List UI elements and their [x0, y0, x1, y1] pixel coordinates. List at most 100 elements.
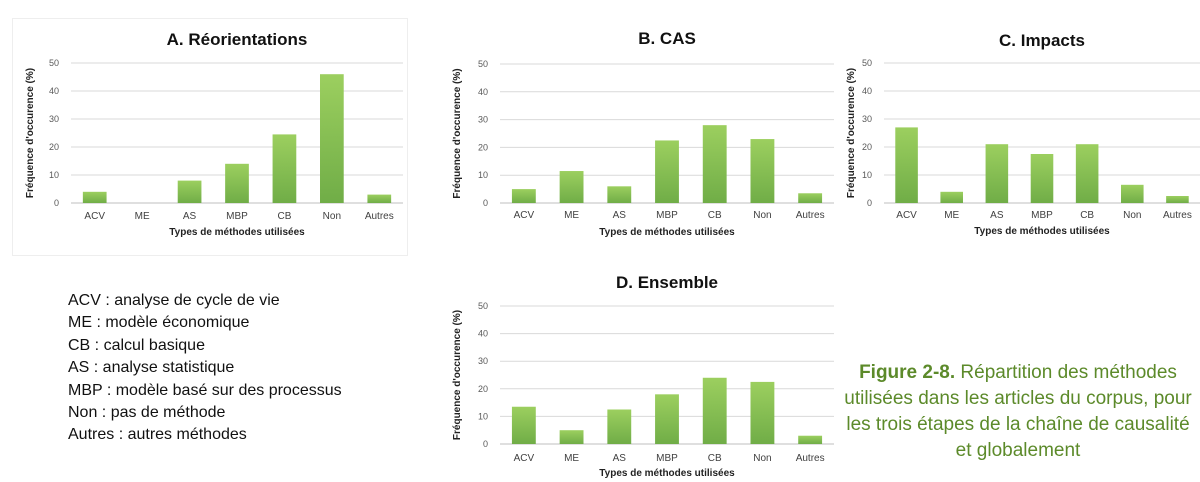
bar-mbp	[1030, 154, 1054, 203]
bar-non	[1121, 184, 1144, 203]
bar-autres	[367, 194, 392, 203]
bar-non	[750, 381, 775, 444]
x-tick-label: AS	[990, 210, 1004, 221]
x-tick-label: Non	[753, 210, 771, 221]
y-tick-label: 0	[483, 439, 488, 449]
x-tick-label: ACV	[514, 210, 535, 221]
bar-me	[559, 430, 584, 444]
y-tick-label: 20	[478, 384, 488, 394]
bar-cb	[702, 377, 727, 444]
y-tick-label: 0	[483, 198, 488, 208]
y-axis-label: Fréquence d'occurence (%)	[452, 68, 463, 198]
y-tick-label: 50	[478, 59, 488, 69]
legend-item-autres: Autres : autres méthodes	[68, 426, 247, 444]
x-tick-label: MBP	[656, 453, 678, 464]
x-tick-label: Autres	[365, 211, 394, 222]
bar-acv	[511, 189, 536, 203]
y-tick-label: 30	[478, 356, 488, 366]
x-tick-label: Non	[1123, 210, 1141, 221]
figure-caption-label: Figure 2-8.	[859, 362, 956, 383]
legend-item-non: Non : pas de méthode	[68, 404, 226, 422]
chart-title: C. Impacts	[999, 31, 1085, 50]
x-tick-label: AS	[183, 211, 197, 222]
figure-caption-text: Répartition des méthodes utilisées dans …	[844, 362, 1192, 461]
y-tick-label: 30	[49, 114, 59, 124]
legend-item-me: ME : modèle économique	[68, 314, 250, 332]
x-tick-label: CB	[708, 453, 722, 464]
y-tick-label: 10	[478, 411, 488, 421]
bar-mbp	[655, 140, 679, 203]
legend-item-mbp: MBP : modèle basé sur des processus	[68, 381, 342, 399]
bar-mbp	[225, 163, 249, 203]
x-tick-label: CB	[708, 210, 722, 221]
x-tick-label: ACV	[514, 453, 535, 464]
x-tick-label: ACV	[896, 210, 917, 221]
bar-autres	[798, 193, 823, 203]
legend-item-cb: CB : calcul basique	[68, 336, 205, 354]
y-tick-label: 30	[478, 115, 488, 125]
chart-cas: B. CAS 0 10 20 30 40 50 ACV ME AS MBP CB Non Autres Ty…	[452, 29, 834, 238]
chart-reorientations: A. Réorientations 0 10 20 30 40 50 ACV ME AS MBP CB…	[25, 30, 403, 238]
x-tick-label: Autres	[796, 453, 825, 464]
y-tick-label: 30	[862, 114, 872, 124]
bar-as	[985, 144, 1009, 203]
y-tick-label: 0	[54, 198, 59, 208]
bar-non	[750, 139, 775, 203]
legend-item-acv: ACV : analyse de cycle de vie	[68, 292, 280, 309]
chart-impacts: C. Impacts 0 10 20 30 40 50 ACV ME AS MBP CB Non Autr…	[846, 31, 1200, 237]
x-tick-label: Autres	[1163, 210, 1192, 221]
x-tick-label: MBP	[226, 211, 248, 222]
figure-caption: Figure 2-8. Répartition des méthodes uti…	[836, 360, 1200, 464]
bar-mbp	[655, 394, 679, 444]
bar-as	[177, 180, 202, 203]
x-tick-label: MBP	[1031, 210, 1053, 221]
bar-acv	[82, 191, 107, 203]
y-tick-label: 40	[49, 86, 59, 96]
x-tick-label: Autres	[796, 210, 825, 221]
x-tick-label: ME	[564, 210, 579, 221]
y-tick-label: 10	[862, 170, 872, 180]
bar-acv	[895, 127, 918, 203]
x-tick-label: ME	[135, 211, 150, 222]
y-tick-label: 40	[478, 329, 488, 339]
bar-autres	[798, 435, 823, 444]
y-tick-label: 10	[478, 170, 488, 180]
bar-autres	[1166, 196, 1189, 203]
x-tick-label: ME	[944, 210, 959, 221]
chart-panel-cas: B. CAS 0 10 20 30 40 50 ACV ME AS MBP CB Non Autres Ty…	[442, 18, 834, 250]
y-axis-label: Fréquence d'occurence (%)	[25, 68, 36, 198]
y-tick-label: 40	[862, 86, 872, 96]
bar-me	[559, 171, 584, 203]
y-tick-label: 50	[478, 301, 488, 311]
chart-panel-ensemble: D. Ensemble 0 10 20 30 40 50 ACV ME AS MBP CB Non Aut…	[442, 262, 834, 482]
y-axis-label: Fréquence d'occurence (%)	[846, 68, 857, 198]
x-tick-label: CB	[1080, 210, 1094, 221]
legend-item-as: AS : analyse statistique	[68, 359, 235, 377]
x-tick-label: AS	[613, 453, 627, 464]
y-tick-label: 20	[478, 142, 488, 152]
bar-me	[940, 191, 963, 203]
bar-cb	[702, 125, 727, 203]
chart-title: B. CAS	[638, 29, 696, 48]
x-tick-label: MBP	[656, 210, 678, 221]
x-tick-label: Non	[323, 211, 341, 222]
y-tick-label: 50	[862, 58, 872, 68]
x-tick-label: AS	[613, 210, 627, 221]
abbreviation-legend: ACV : analyse de cycle de vie ME : modèl…	[68, 290, 408, 447]
y-tick-label: 20	[862, 142, 872, 152]
chart-panel-impacts: C. Impacts 0 10 20 30 40 50 ACV ME AS MBP CB Non Autr…	[836, 20, 1200, 258]
x-axis-label: Types de méthodes utilisées	[599, 227, 735, 238]
chart-title: D. Ensemble	[616, 273, 718, 292]
chart-panel-reorientations: A. Réorientations 0 10 20 30 40 50 ACV ME AS MBP CB…	[12, 18, 408, 256]
bar-as	[607, 409, 632, 444]
y-tick-label: 50	[49, 58, 59, 68]
chart-title: A. Réorientations	[167, 30, 308, 49]
y-axis-label: Fréquence d'occurence (%)	[452, 310, 463, 440]
x-tick-label: ACV	[84, 211, 105, 222]
x-axis-label: Types de méthodes utilisées	[169, 227, 305, 238]
y-tick-label: 0	[867, 198, 872, 208]
y-tick-label: 40	[478, 87, 488, 97]
bar-acv	[511, 406, 536, 444]
y-tick-label: 10	[49, 170, 59, 180]
x-tick-label: ME	[564, 453, 579, 464]
